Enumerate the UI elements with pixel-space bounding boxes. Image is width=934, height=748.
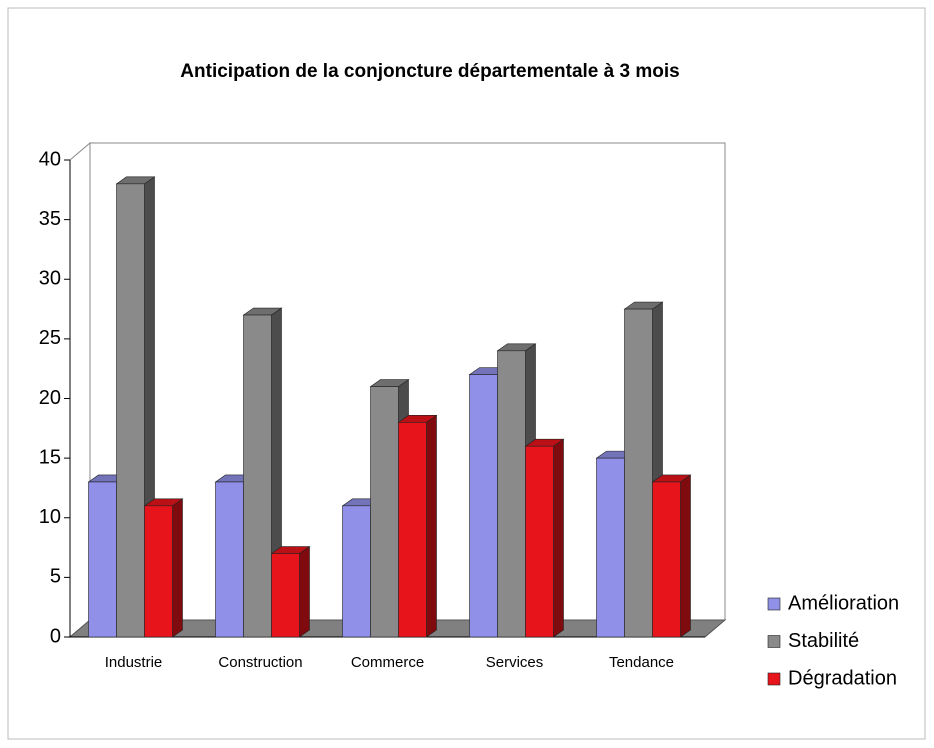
y-tick-label: 15 (39, 446, 61, 468)
x-tick-label: Commerce (351, 654, 424, 671)
bar (652, 481, 681, 638)
bar-side (426, 414, 437, 638)
legend-swatch (767, 597, 781, 611)
bar-side (680, 474, 691, 638)
y-tick-label: 40 (39, 148, 61, 170)
bar (342, 505, 371, 638)
bar (116, 183, 145, 638)
chart-title: Anticipation de la conjoncture départeme… (180, 61, 679, 82)
y-tick-label: 25 (39, 327, 61, 349)
y-tick-label: 5 (50, 566, 61, 588)
bar (271, 553, 300, 638)
bar (88, 481, 117, 638)
legend-swatch (767, 672, 781, 686)
bar-side (299, 545, 310, 638)
y-tick-label: 10 (39, 506, 61, 528)
y-tick-label: 30 (39, 268, 61, 290)
bar (398, 422, 427, 638)
bar-side (553, 438, 564, 638)
y-tick-label: 0 (50, 625, 61, 647)
legend-swatch (767, 635, 781, 648)
legend-label: Stabilité (788, 630, 859, 652)
bar (215, 481, 244, 638)
bar (525, 445, 554, 638)
left-wall (69, 141, 91, 639)
y-tick-label: 35 (39, 208, 61, 230)
legend-label: Amélioration (788, 592, 899, 614)
bar (469, 374, 498, 638)
bar (243, 314, 272, 638)
bar (370, 386, 399, 638)
bar (144, 505, 173, 638)
x-tick-label: Services (486, 654, 544, 671)
bar (596, 457, 625, 638)
y-tick-label: 20 (39, 387, 61, 409)
bar (497, 350, 526, 638)
legend-label: Dégradation (788, 667, 897, 689)
bar (624, 308, 653, 638)
x-tick-label: Construction (218, 654, 302, 671)
x-tick-label: Tendance (609, 654, 674, 671)
x-tick-label: Industrie (105, 654, 163, 671)
bar-side (172, 498, 183, 638)
